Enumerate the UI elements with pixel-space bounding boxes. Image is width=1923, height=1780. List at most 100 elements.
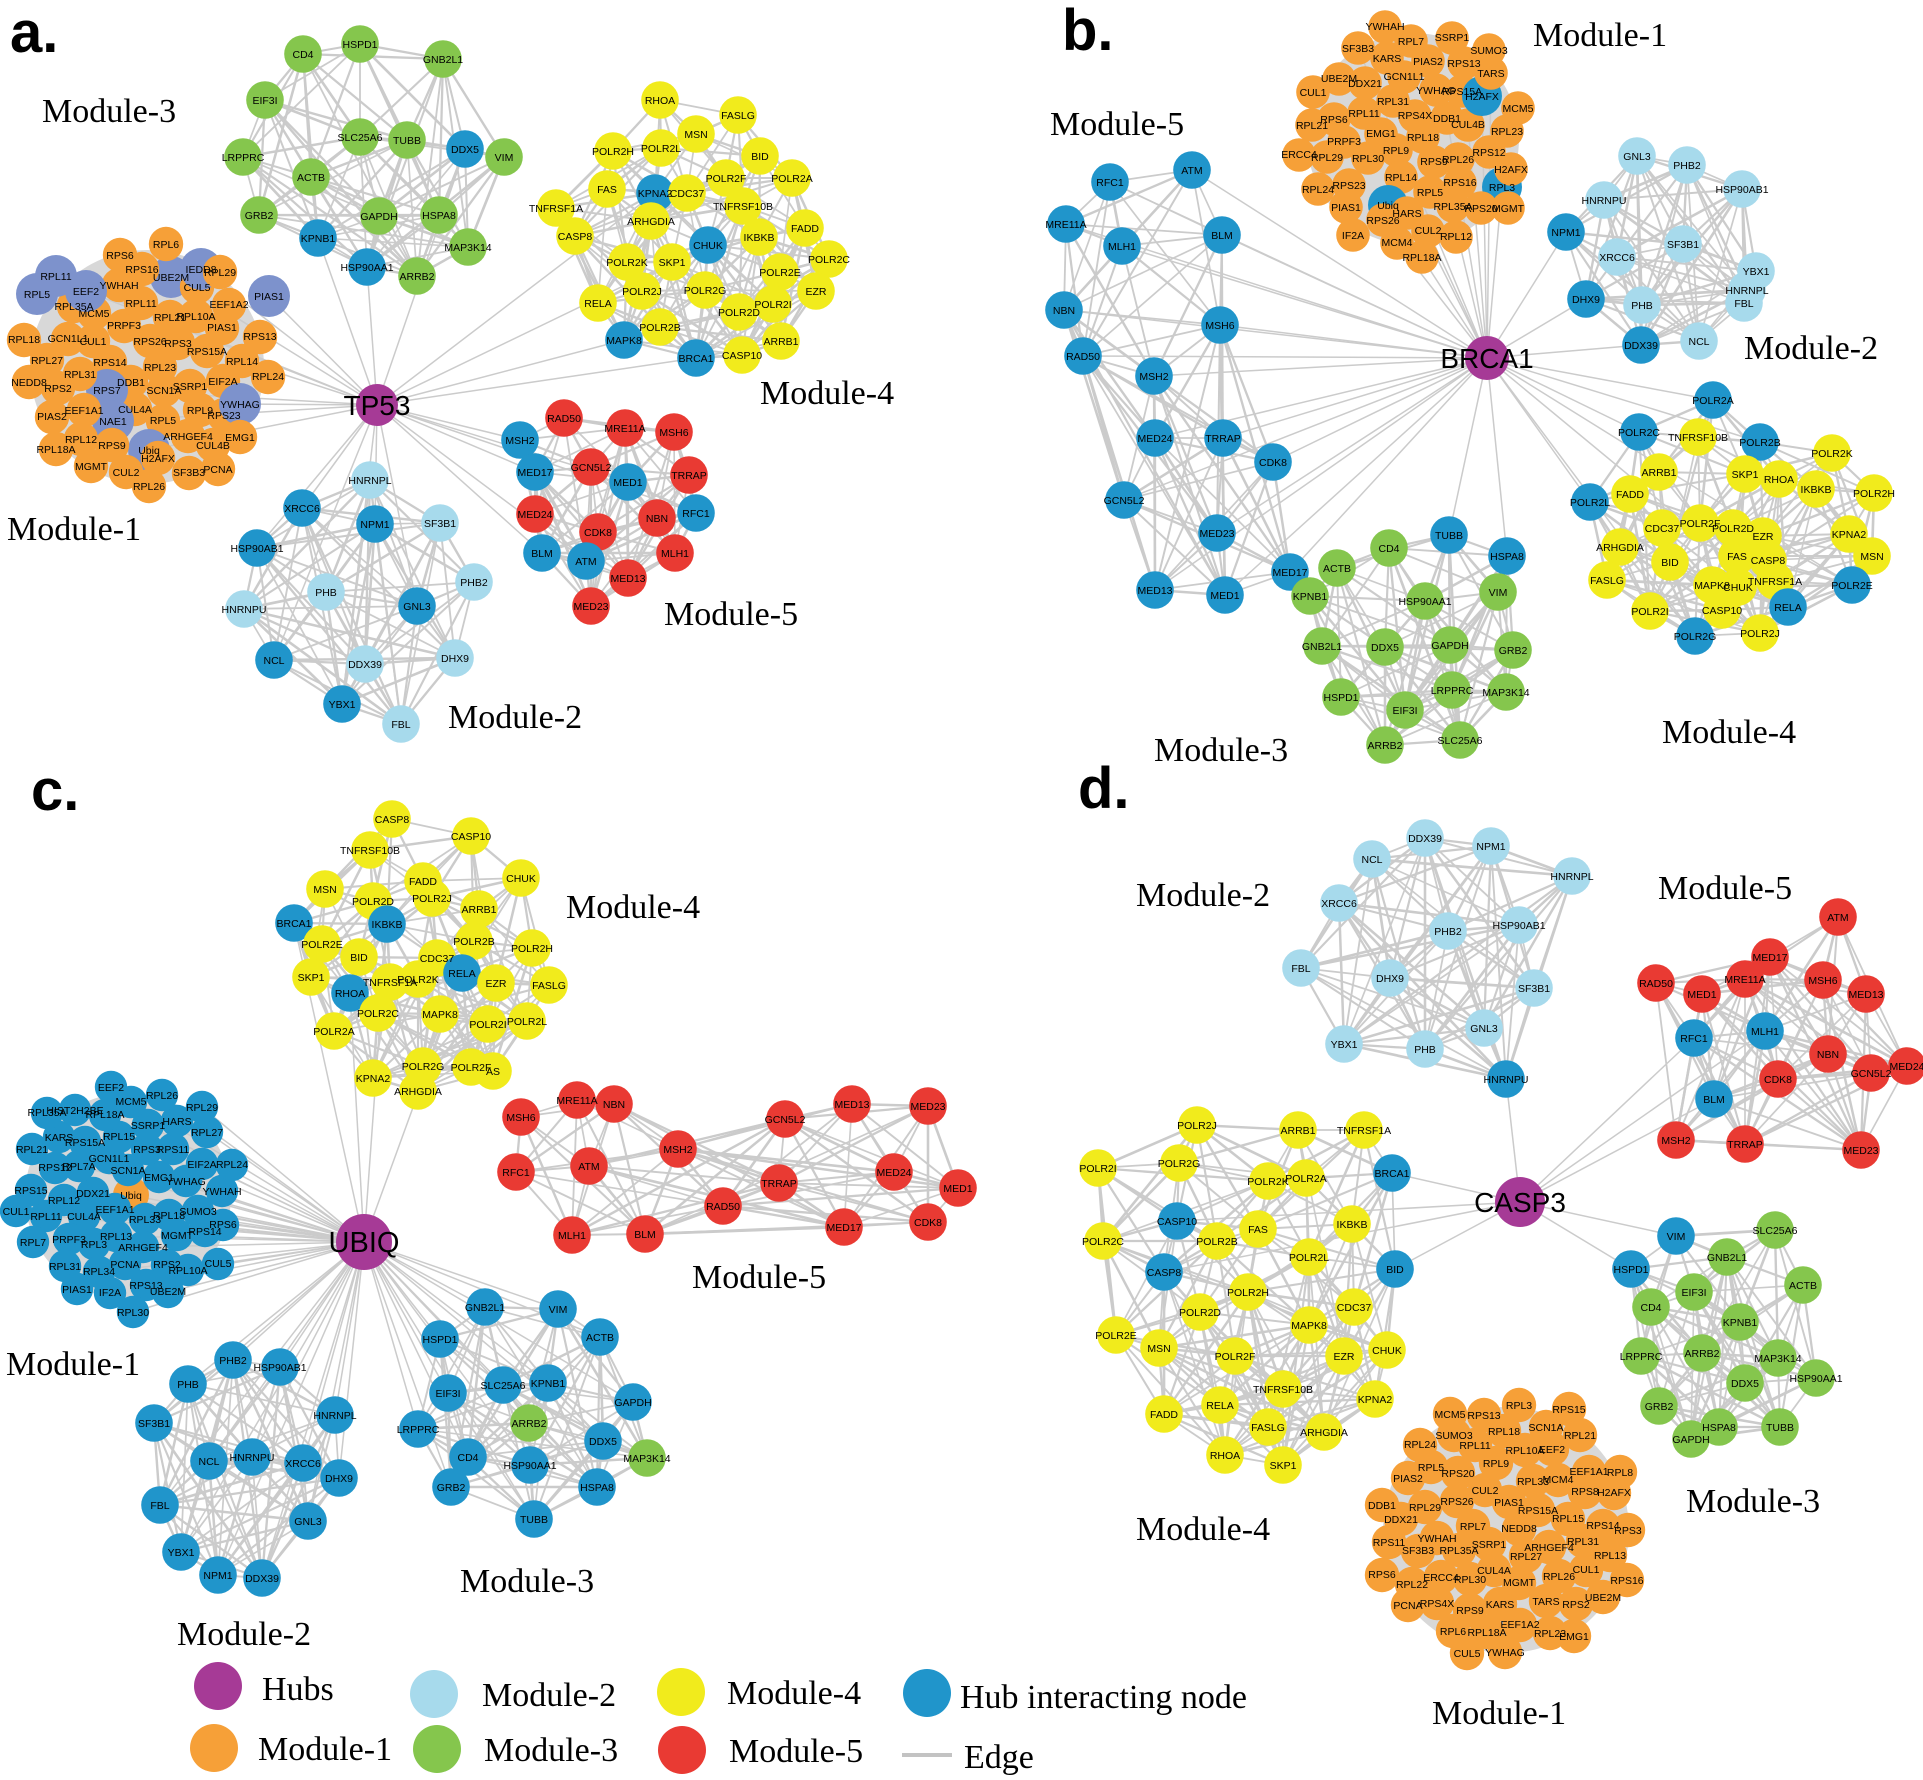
svg-text:RPL7: RPL7 bbox=[20, 1237, 46, 1249]
svg-text:IF2A: IF2A bbox=[99, 1287, 121, 1299]
svg-text:RHOA: RHOA bbox=[645, 95, 675, 107]
svg-text:BID: BID bbox=[1661, 557, 1679, 569]
svg-text:PHB: PHB bbox=[1414, 1044, 1436, 1056]
svg-text:CUL2: CUL2 bbox=[1415, 225, 1442, 237]
svg-text:RELA: RELA bbox=[1774, 602, 1801, 614]
svg-text:a.: a. bbox=[10, 0, 58, 65]
svg-text:SF3B1: SF3B1 bbox=[424, 518, 456, 530]
svg-text:LRPPRC: LRPPRC bbox=[1431, 685, 1474, 697]
svg-text:RPS16: RPS16 bbox=[1610, 1575, 1643, 1587]
svg-text:MLH1: MLH1 bbox=[1751, 1026, 1779, 1038]
svg-text:HNRNPL: HNRNPL bbox=[348, 475, 391, 487]
svg-text:Module-2: Module-2 bbox=[1136, 877, 1270, 914]
svg-text:RPL18A: RPL18A bbox=[1402, 252, 1441, 264]
svg-text:GAPDH: GAPDH bbox=[360, 211, 397, 223]
svg-text:ARHGDIA: ARHGDIA bbox=[394, 1086, 442, 1098]
svg-text:RPS9: RPS9 bbox=[1420, 156, 1448, 168]
svg-text:SF3B3: SF3B3 bbox=[1402, 1545, 1434, 1557]
svg-text:VIM: VIM bbox=[495, 152, 514, 164]
svg-text:TUBB: TUBB bbox=[520, 1514, 548, 1526]
svg-text:RPS11: RPS11 bbox=[157, 1144, 190, 1156]
svg-text:TNFRSF10B: TNFRSF10B bbox=[1668, 432, 1728, 444]
svg-text:NPM1: NPM1 bbox=[1476, 841, 1505, 853]
svg-text:SF3B3: SF3B3 bbox=[1342, 43, 1374, 55]
svg-text:CUL1: CUL1 bbox=[1573, 1564, 1600, 1576]
svg-text:MLH1: MLH1 bbox=[1108, 241, 1136, 253]
svg-text:BID: BID bbox=[751, 151, 769, 163]
svg-text:Module-2: Module-2 bbox=[1744, 330, 1878, 367]
svg-text:FBL: FBL bbox=[1734, 298, 1753, 310]
svg-text:NPM1: NPM1 bbox=[203, 1570, 232, 1582]
svg-text:SLC25A6: SLC25A6 bbox=[481, 1380, 526, 1392]
svg-text:Module-5: Module-5 bbox=[1658, 870, 1792, 907]
svg-text:RFC1: RFC1 bbox=[682, 508, 710, 520]
svg-text:HNRNPU: HNRNPU bbox=[222, 604, 267, 616]
svg-text:HSPA8: HSPA8 bbox=[580, 1482, 614, 1494]
svg-text:MAP3K14: MAP3K14 bbox=[623, 1453, 670, 1465]
svg-text:GAPDH: GAPDH bbox=[1431, 640, 1468, 652]
svg-text:FASLG: FASLG bbox=[1251, 1422, 1285, 1434]
svg-text:POLR2C: POLR2C bbox=[1618, 427, 1660, 439]
svg-text:CD4: CD4 bbox=[1640, 1302, 1661, 1314]
svg-text:GRB2: GRB2 bbox=[437, 1482, 466, 1494]
svg-text:CD4: CD4 bbox=[1378, 543, 1399, 555]
svg-text:Module-1: Module-1 bbox=[1533, 17, 1667, 54]
svg-text:POLR2B: POLR2B bbox=[1739, 437, 1780, 449]
svg-text:EEF2: EEF2 bbox=[1539, 1444, 1565, 1456]
svg-text:POLR2I: POLR2I bbox=[1631, 606, 1668, 618]
svg-text:POLR2L: POLR2L bbox=[1570, 497, 1610, 509]
svg-text:MED17: MED17 bbox=[1272, 567, 1307, 579]
svg-text:POLR2C: POLR2C bbox=[1082, 1236, 1124, 1248]
svg-text:Module-3: Module-3 bbox=[484, 1732, 618, 1769]
svg-text:CUL5: CUL5 bbox=[1454, 1648, 1481, 1660]
svg-text:Module-4: Module-4 bbox=[1662, 714, 1796, 751]
svg-text:BLM: BLM bbox=[1211, 230, 1233, 242]
svg-text:RPS13: RPS13 bbox=[1467, 1410, 1500, 1422]
svg-text:LRPPRC: LRPPRC bbox=[397, 1424, 440, 1436]
svg-text:MCM5: MCM5 bbox=[116, 1096, 147, 1108]
svg-text:RPS15A: RPS15A bbox=[187, 346, 227, 358]
svg-text:RPL12: RPL12 bbox=[48, 1195, 80, 1207]
svg-text:CD4: CD4 bbox=[457, 1452, 478, 1464]
svg-text:POLR2D: POLR2D bbox=[718, 307, 760, 319]
svg-text:SCN1A: SCN1A bbox=[146, 385, 181, 397]
svg-text:RPL24: RPL24 bbox=[216, 1159, 248, 1171]
svg-text:RHOA: RHOA bbox=[335, 988, 365, 1000]
svg-text:RPL13: RPL13 bbox=[1594, 1550, 1626, 1562]
svg-text:SF3B1: SF3B1 bbox=[138, 1418, 170, 1430]
svg-text:FADD: FADD bbox=[1616, 489, 1644, 501]
svg-text:POLR2J: POLR2J bbox=[622, 286, 662, 298]
svg-text:PHB2: PHB2 bbox=[1434, 926, 1462, 938]
svg-text:MED1: MED1 bbox=[613, 477, 642, 489]
svg-text:RPL10A: RPL10A bbox=[168, 1265, 207, 1277]
svg-text:RPL21: RPL21 bbox=[1296, 120, 1328, 132]
svg-text:RPL21: RPL21 bbox=[16, 1144, 48, 1156]
svg-text:POLR2J: POLR2J bbox=[1177, 1120, 1217, 1132]
svg-text:RPL26: RPL26 bbox=[146, 1090, 178, 1102]
svg-text:MRE11A: MRE11A bbox=[604, 423, 645, 435]
svg-text:POLR2A: POLR2A bbox=[313, 1026, 354, 1038]
svg-text:CASP8: CASP8 bbox=[1751, 555, 1786, 567]
svg-text:MSH2: MSH2 bbox=[663, 1144, 692, 1156]
svg-text:RPL23: RPL23 bbox=[1491, 126, 1523, 138]
svg-text:EEF2: EEF2 bbox=[98, 1082, 124, 1094]
svg-text:FASLG: FASLG bbox=[532, 980, 566, 992]
svg-text:MSH6: MSH6 bbox=[1205, 320, 1234, 332]
svg-text:RPL9: RPL9 bbox=[1483, 1458, 1509, 1470]
svg-text:POLR2C: POLR2C bbox=[808, 254, 850, 266]
svg-text:ARRB1: ARRB1 bbox=[1280, 1125, 1315, 1137]
svg-text:CASP8: CASP8 bbox=[1147, 1267, 1182, 1279]
svg-text:DDB1: DDB1 bbox=[1368, 1500, 1396, 1512]
svg-text:HSP90AB1: HSP90AB1 bbox=[1492, 920, 1545, 932]
svg-text:GCN1L1: GCN1L1 bbox=[89, 1153, 130, 1165]
svg-text:XRCC6: XRCC6 bbox=[285, 1458, 321, 1470]
svg-text:SLC25A6: SLC25A6 bbox=[338, 132, 383, 144]
svg-text:MED24: MED24 bbox=[876, 1167, 911, 1179]
svg-text:CUL5: CUL5 bbox=[184, 282, 211, 294]
svg-text:RPL27: RPL27 bbox=[191, 1127, 223, 1139]
svg-text:POLR2H: POLR2H bbox=[1853, 488, 1895, 500]
svg-text:MSH2: MSH2 bbox=[505, 435, 534, 447]
svg-text:ARHGEF4: ARHGEF4 bbox=[118, 1242, 168, 1254]
svg-text:RPS12: RPS12 bbox=[38, 1162, 71, 1174]
svg-text:RPS6: RPS6 bbox=[1368, 1569, 1396, 1581]
